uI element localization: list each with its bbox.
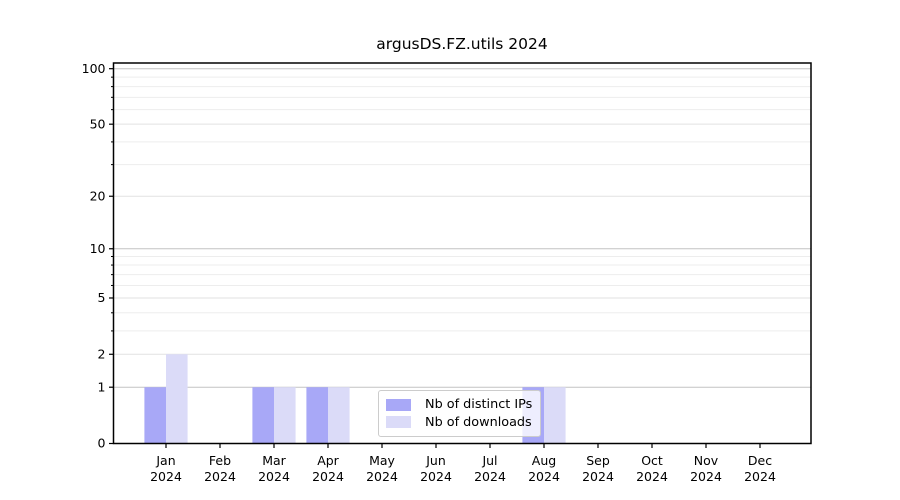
x-tick-label-month: Feb xyxy=(209,453,231,468)
x-tick-label-month: Nov xyxy=(694,453,719,468)
bar-distinct-ips-apr xyxy=(306,387,328,443)
legend-label-downloads: Nb of downloads xyxy=(425,414,532,430)
bar-downloads-mar xyxy=(274,387,296,443)
x-tick-label-year: 2024 xyxy=(474,469,506,484)
x-tick-label-year: 2024 xyxy=(744,469,776,484)
x-tick-label-year: 2024 xyxy=(582,469,614,484)
x-tick-label-month: Apr xyxy=(317,453,339,468)
x-tick-label-month: Sep xyxy=(586,453,610,468)
x-tick-label-year: 2024 xyxy=(690,469,722,484)
y-tick-label: 50 xyxy=(90,116,106,131)
x-tick-label-month: Jul xyxy=(481,453,497,468)
legend-swatch-distinct-ips xyxy=(386,398,411,411)
legend-item-downloads: Nb of downloads xyxy=(386,414,532,431)
y-tick-label: 0 xyxy=(98,436,106,451)
x-tick-label-year: 2024 xyxy=(258,469,290,484)
x-tick-label-year: 2024 xyxy=(420,469,452,484)
x-tick-label-month: Jun xyxy=(425,453,446,468)
x-tick-label-month: May xyxy=(369,453,395,468)
bar-distinct-ips-mar xyxy=(252,387,274,443)
y-tick-label: 2 xyxy=(98,346,106,361)
y-tick-label: 10 xyxy=(90,241,106,256)
legend-swatch-downloads xyxy=(386,416,411,429)
x-tick-label-year: 2024 xyxy=(366,469,398,484)
legend-item-distinct-ips: Nb of distinct IPs xyxy=(386,396,532,413)
y-tick-label: 5 xyxy=(98,290,106,305)
x-tick-label-month: Aug xyxy=(532,453,556,468)
x-tick-label-year: 2024 xyxy=(204,469,236,484)
y-tick-label: 20 xyxy=(90,188,106,203)
x-tick-label-year: 2024 xyxy=(636,469,668,484)
chart-title: argusDS.FZ.utils 2024 xyxy=(376,35,548,53)
legend: Nb of distinct IPs Nb of downloads xyxy=(378,390,541,437)
x-tick-label-year: 2024 xyxy=(528,469,560,484)
x-tick-label-month: Jan xyxy=(155,453,175,468)
bar-downloads-aug xyxy=(544,387,566,443)
y-tick-label: 1 xyxy=(98,379,106,394)
y-tick-label: 100 xyxy=(82,61,106,76)
x-tick-label-year: 2024 xyxy=(150,469,182,484)
x-tick-label-month: Oct xyxy=(641,453,663,468)
x-tick-label-year: 2024 xyxy=(312,469,344,484)
bar-downloads-jan xyxy=(166,354,188,443)
bar-downloads-apr xyxy=(328,387,350,443)
x-tick-label-month: Mar xyxy=(262,453,286,468)
x-tick-label-month: Dec xyxy=(748,453,772,468)
legend-label-distinct-ips: Nb of distinct IPs xyxy=(425,397,533,413)
axes-frame xyxy=(112,62,812,445)
bar-distinct-ips-jan xyxy=(144,387,166,443)
